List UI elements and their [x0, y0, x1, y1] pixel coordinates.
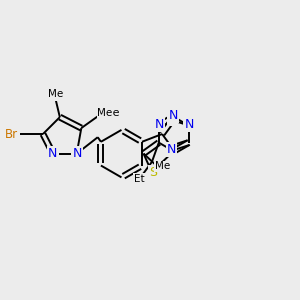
Text: N: N — [48, 147, 57, 160]
Text: Me: Me — [104, 108, 121, 118]
Text: Br: Br — [4, 128, 17, 140]
Text: N: N — [167, 112, 177, 125]
Text: Me: Me — [155, 161, 170, 171]
Text: N: N — [73, 147, 82, 160]
Text: N: N — [72, 147, 82, 160]
Text: Br: Br — [5, 128, 18, 140]
Text: N: N — [184, 118, 194, 130]
Text: Et: Et — [134, 174, 145, 184]
Text: N: N — [48, 147, 58, 160]
Text: N: N — [169, 109, 178, 122]
Text: Me: Me — [48, 89, 63, 99]
Text: N: N — [167, 143, 176, 156]
Text: Me: Me — [98, 108, 113, 118]
Text: S: S — [149, 166, 157, 178]
Text: Me: Me — [47, 90, 64, 100]
Text: N: N — [154, 118, 164, 131]
